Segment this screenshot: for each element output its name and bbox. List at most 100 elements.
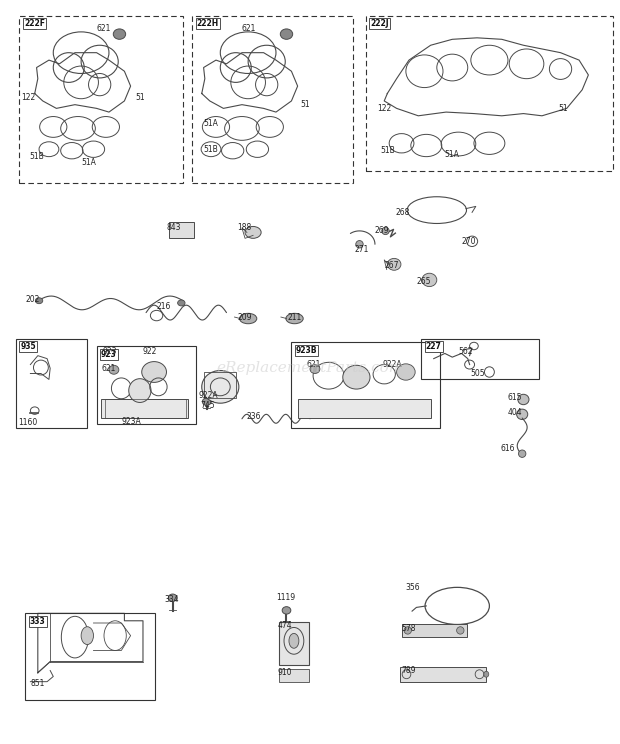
Text: 621: 621 <box>242 25 256 33</box>
Text: 923B: 923B <box>296 346 317 355</box>
Text: 51B: 51B <box>380 147 395 155</box>
Text: 404: 404 <box>508 408 523 417</box>
Ellipse shape <box>388 258 401 270</box>
Text: 333: 333 <box>30 617 45 626</box>
Text: 621: 621 <box>97 25 111 33</box>
Ellipse shape <box>422 273 437 286</box>
Bar <box>402 623 466 637</box>
Text: 211: 211 <box>287 312 301 321</box>
Text: 216: 216 <box>157 302 171 311</box>
Ellipse shape <box>356 240 363 248</box>
Ellipse shape <box>382 227 389 234</box>
Ellipse shape <box>456 626 464 634</box>
Text: 616: 616 <box>500 444 515 453</box>
Ellipse shape <box>397 364 415 380</box>
Text: 268: 268 <box>396 208 410 217</box>
Bar <box>400 667 486 682</box>
Ellipse shape <box>142 362 167 382</box>
Bar <box>291 342 440 428</box>
Text: 789: 789 <box>402 666 416 675</box>
Ellipse shape <box>109 365 119 374</box>
Text: 188: 188 <box>237 222 251 231</box>
Bar <box>298 400 431 418</box>
Text: 267: 267 <box>384 261 399 270</box>
Ellipse shape <box>169 594 177 601</box>
Text: 222J: 222J <box>370 19 389 28</box>
Text: 269: 269 <box>375 225 389 234</box>
Ellipse shape <box>202 371 239 403</box>
Text: 51: 51 <box>136 93 145 102</box>
Text: 209: 209 <box>237 312 252 321</box>
Ellipse shape <box>81 626 94 644</box>
Bar <box>279 622 309 665</box>
Text: 236: 236 <box>247 412 262 421</box>
Text: 745: 745 <box>200 401 215 410</box>
Text: 615: 615 <box>508 394 523 403</box>
Text: 922A: 922A <box>383 360 402 369</box>
Bar <box>25 613 156 700</box>
Text: 51A: 51A <box>81 158 96 167</box>
Ellipse shape <box>282 606 291 614</box>
Ellipse shape <box>35 298 43 304</box>
Text: 578: 578 <box>402 623 416 632</box>
Bar <box>279 669 309 682</box>
Text: 270: 270 <box>461 237 476 246</box>
Text: 222H: 222H <box>197 19 219 28</box>
Bar <box>366 16 613 172</box>
Text: 923A: 923A <box>122 417 141 426</box>
Ellipse shape <box>310 365 320 373</box>
Text: 562: 562 <box>458 347 473 356</box>
Ellipse shape <box>280 29 293 39</box>
Ellipse shape <box>239 313 257 324</box>
Text: 923: 923 <box>103 347 117 356</box>
Text: 505: 505 <box>471 369 485 378</box>
Bar <box>422 339 539 379</box>
Ellipse shape <box>113 29 126 39</box>
Text: 851: 851 <box>30 679 45 688</box>
Text: 356: 356 <box>406 583 420 592</box>
Text: 227: 227 <box>426 342 441 351</box>
Bar <box>169 222 193 238</box>
Text: 51: 51 <box>301 100 311 109</box>
Bar <box>19 16 183 182</box>
Text: 122: 122 <box>21 93 35 102</box>
Text: 202: 202 <box>25 295 40 304</box>
Text: eReplacementParts.com: eReplacementParts.com <box>216 362 404 375</box>
Ellipse shape <box>404 626 412 634</box>
Text: 1119: 1119 <box>276 593 295 602</box>
Text: 935: 935 <box>20 342 36 351</box>
Text: 51A: 51A <box>203 119 218 128</box>
Ellipse shape <box>129 379 151 403</box>
Ellipse shape <box>289 633 299 648</box>
Ellipse shape <box>518 394 529 405</box>
Text: 51B: 51B <box>203 145 218 154</box>
Ellipse shape <box>516 409 528 420</box>
Text: 621: 621 <box>102 364 116 373</box>
Text: 222F: 222F <box>24 19 45 28</box>
Text: 922A: 922A <box>198 391 218 400</box>
Text: 922: 922 <box>143 347 157 356</box>
Text: 1160: 1160 <box>18 418 37 427</box>
Bar <box>192 16 353 182</box>
Text: 271: 271 <box>355 245 369 254</box>
Text: 51A: 51A <box>445 150 460 159</box>
Text: 474: 474 <box>278 621 293 630</box>
Ellipse shape <box>245 226 261 238</box>
Text: 51B: 51B <box>30 152 45 161</box>
Ellipse shape <box>286 313 303 324</box>
Text: 923: 923 <box>101 350 117 359</box>
Text: 265: 265 <box>417 277 431 286</box>
Ellipse shape <box>518 450 526 458</box>
Ellipse shape <box>343 365 370 389</box>
Text: 910: 910 <box>278 668 293 677</box>
Bar <box>101 400 187 418</box>
Text: 51: 51 <box>559 104 569 113</box>
Bar <box>16 339 87 428</box>
Text: 122: 122 <box>377 104 391 113</box>
Bar <box>97 346 195 424</box>
Ellipse shape <box>484 671 489 677</box>
Ellipse shape <box>177 300 185 306</box>
Text: 621: 621 <box>307 360 321 369</box>
Text: 334: 334 <box>165 595 179 604</box>
Ellipse shape <box>202 398 211 405</box>
